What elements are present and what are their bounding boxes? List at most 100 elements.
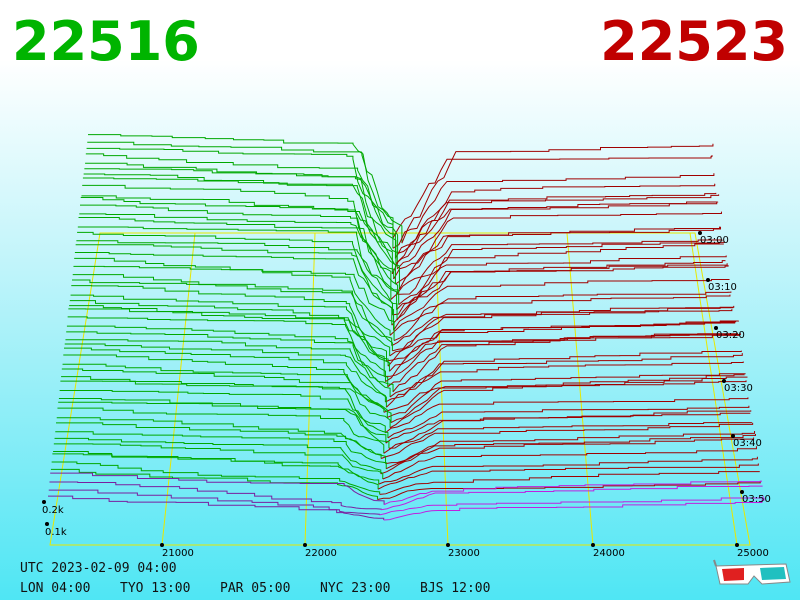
- ask-price: 22523: [600, 10, 788, 73]
- ask-depth-line: [377, 480, 761, 500]
- bid-depth-line: [56, 422, 387, 464]
- 3d-glasses-icon[interactable]: [713, 559, 791, 585]
- ask-depth-line: [382, 446, 757, 480]
- ask-depth-line: [395, 226, 722, 285]
- bid-depth-line: [80, 196, 400, 290]
- tick-dot: [42, 500, 46, 504]
- ask-depth-line: [387, 320, 737, 367]
- ask-depth-line: [383, 422, 753, 454]
- clock: NYC 23:00: [320, 581, 390, 596]
- bid-depth-line: [55, 431, 387, 469]
- bid-depth-line: [70, 294, 388, 362]
- ask-depth-line: [392, 333, 741, 393]
- bid-depth-line: [62, 363, 388, 418]
- ask-depth-line: [379, 496, 764, 516]
- bid-depth-line: [82, 177, 393, 274]
- bid-depth-line: [77, 226, 398, 310]
- ask-depth-line: [387, 334, 740, 388]
- bid-depth-line: [52, 453, 379, 490]
- ask-depth-line: [391, 265, 729, 326]
- ask-depth-line: [385, 320, 739, 382]
- ask-depth-line: [380, 422, 754, 459]
- ask-depth-line: [385, 353, 743, 403]
- bid-depth-line: [85, 153, 399, 254]
- bid-depth-line: [86, 147, 394, 249]
- ask-depth-line: [385, 437, 755, 465]
- bid-depth-line: [76, 240, 398, 321]
- tick-dot: [706, 278, 710, 282]
- ask-depth-line: [381, 485, 763, 511]
- ask-depth-line: [396, 201, 719, 270]
- clock: TYO 13:00: [120, 581, 190, 596]
- bid-depth-line: [50, 468, 378, 500]
- bid-depth-line: [71, 285, 391, 356]
- price-tick-label: 24000: [593, 548, 625, 559]
- ask-depth-line: [386, 361, 744, 408]
- bid-depth-line: [64, 347, 387, 408]
- bid-depth-line: [81, 195, 396, 285]
- ask-depth-line: [396, 260, 726, 311]
- tick-dot: [45, 522, 49, 526]
- bid-depth-line: [79, 213, 392, 300]
- utc-time: UTC 2023-02-09 04:00: [20, 561, 177, 576]
- grid-line: [689, 232, 738, 546]
- ask-depth-line: [384, 333, 739, 377]
- bid-depth-line: [65, 339, 391, 397]
- depth-tick-label: 0.2k: [42, 505, 64, 516]
- time-tick-label: 03:10: [708, 282, 737, 293]
- bid-depth-line: [60, 380, 386, 433]
- ask-depth-line: [393, 278, 730, 331]
- grid-line: [434, 232, 449, 546]
- ask-depth-line: [393, 291, 732, 342]
- bid-depth-line: [66, 325, 389, 387]
- bid-depth-line: [88, 134, 394, 238]
- bid-depth-line: [50, 472, 385, 505]
- bid-depth-line: [87, 141, 403, 244]
- bid-depth-line: [74, 257, 391, 336]
- ask-depth-line: [389, 294, 731, 336]
- bid-depth-line: [49, 481, 382, 510]
- price-tick-label: 21000: [162, 548, 194, 559]
- ask-depth-line: [378, 456, 758, 485]
- bid-depth-line: [69, 305, 390, 372]
- bid-depth-line: [48, 495, 385, 520]
- ask-depth-line: [383, 374, 745, 413]
- bid-depth-line: [56, 417, 382, 459]
- ask-depth-line: [388, 410, 752, 449]
- tick-dot: [303, 543, 307, 547]
- bid-depth-line: [48, 489, 380, 515]
- bid-depth-line: [51, 461, 381, 495]
- grid-line: [161, 232, 196, 546]
- bid-depth-line: [73, 265, 395, 341]
- tick-dot: [698, 231, 702, 235]
- ask-depth-line: [401, 143, 714, 244]
- bid-depth-line: [68, 308, 385, 377]
- ask-depth-line: [386, 431, 756, 470]
- ask-depth-line: [391, 309, 733, 347]
- ask-depth-line: [389, 305, 735, 357]
- bid-depth-line: [67, 316, 386, 382]
- floor-outline: [49, 232, 751, 546]
- time-tick-label: 03:00: [700, 235, 729, 246]
- world-clocks: LON 04:00 TYO 13:00 PAR 05:00 NYC 23:00 BJS …: [20, 581, 490, 596]
- depth-lines: [48, 134, 765, 521]
- bid-depth-line: [75, 244, 393, 326]
- ask-depth-line: [397, 183, 716, 254]
- ask-depth-line: [392, 173, 715, 249]
- time-tick-label: 03:50: [742, 494, 771, 505]
- time-tick-label: 03:40: [733, 438, 762, 449]
- bid-depth-line: [85, 162, 396, 259]
- tick-dot: [722, 379, 726, 383]
- bid-depth-line: [64, 343, 386, 403]
- bid-price: 22516: [12, 10, 200, 73]
- bid-depth-line: [80, 204, 399, 295]
- bid-depth-line: [84, 168, 397, 264]
- ask-depth-line: [397, 239, 723, 295]
- price-tick-label: 25000: [737, 548, 769, 559]
- bid-depth-line: [57, 407, 385, 454]
- ask-depth-line: [383, 497, 765, 521]
- tick-dot: [731, 434, 735, 438]
- time-tick-label: 03:30: [724, 383, 753, 394]
